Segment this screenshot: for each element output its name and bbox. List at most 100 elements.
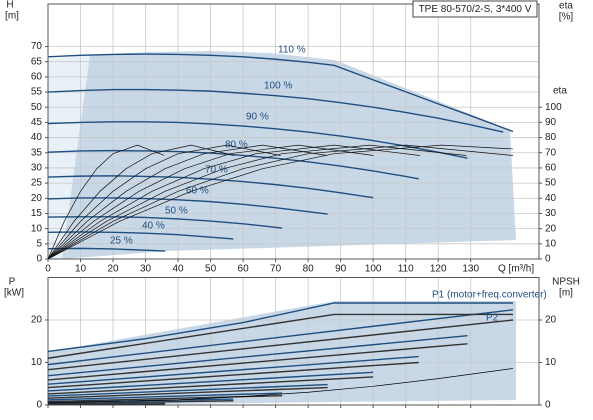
series-line [48, 368, 514, 404]
x-tick-label: 40 [173, 264, 185, 275]
y-tick-label: 35 [31, 147, 43, 158]
series-line [48, 309, 514, 366]
series-line [48, 175, 374, 199]
plot-frame [47, 3, 540, 260]
y-tick-label: 45 [31, 117, 43, 128]
head-chart: 0 10 20 30 40 50 60 70 80 90 100 110 120 130051015202… [31, 3, 562, 275]
curve-label: 50 % [165, 206, 188, 217]
y2-tick-label: 10 [545, 238, 557, 249]
y2-axis-label: NPSH [552, 277, 580, 288]
y2-tick-label: 60 [545, 163, 557, 174]
x-tick-label: 20 [107, 264, 119, 275]
series-line [48, 144, 235, 259]
y-tick-label: 70 [31, 41, 43, 52]
series-line [48, 313, 513, 359]
x-axis-label: Q [m³/h] [498, 264, 534, 275]
y-tick-label: 60 [31, 71, 43, 82]
x-tick-label: 130 [462, 264, 479, 275]
series-line [48, 197, 328, 215]
y-tick-label: 0 [36, 254, 42, 265]
y2-axis-label: eta [553, 86, 567, 97]
y-tick-label: 15 [31, 208, 43, 219]
curve-label: 70 % [205, 165, 228, 176]
y-axis-unit: [m] [5, 11, 19, 22]
y-tick-label: 10 [31, 223, 43, 234]
title-box [412, 0, 538, 18]
y-tick-label: 20 [31, 315, 43, 326]
curve-label: 90 % [246, 112, 269, 123]
series-line [48, 403, 166, 405]
y-tick-label: 20 [31, 193, 43, 204]
y2-tick-label: 80 [545, 132, 557, 143]
curve-label: 25 % [110, 236, 133, 247]
series-line [48, 53, 514, 133]
y2-axis-unit: [%] [559, 12, 574, 23]
y-tick-label: 5 [36, 238, 42, 249]
y-axis-label: H [6, 0, 13, 11]
series-line [48, 376, 374, 395]
y2-tick-label: 20 [545, 315, 557, 326]
y-axis-label: P [9, 277, 16, 288]
series-line [48, 144, 165, 259]
y2-tick-label: 10 [545, 357, 557, 368]
y-tick-label: 65 [31, 56, 43, 67]
y-tick-label: 10 [31, 357, 43, 368]
y2-tick-label: 40 [545, 193, 557, 204]
curve-label: 80 % [225, 140, 248, 151]
curve-label: 100 % [264, 81, 292, 92]
annotation: P2 [486, 313, 499, 324]
y2-tick-label: 0 [545, 254, 551, 265]
x-tick-label: 90 [335, 264, 347, 275]
y-tick-label: 55 [31, 87, 43, 98]
x-tick-label: 60 [238, 264, 250, 275]
curve-label: 40 % [142, 221, 165, 232]
operating-range-area [62, 51, 516, 259]
series-line [48, 149, 419, 180]
y2-tick-label: 0 [545, 400, 551, 411]
y2-tick-label: 100 [545, 102, 562, 113]
series-line [48, 383, 328, 397]
plot-frame [47, 277, 540, 406]
series-line [48, 371, 374, 392]
x-tick-label: 70 [270, 264, 282, 275]
series-line [48, 144, 421, 259]
x-tick-label: 110 [398, 264, 414, 275]
y2-tick-label: 20 [545, 223, 557, 234]
y-tick-label: 50 [31, 102, 43, 113]
y2-tick-label: 50 [545, 178, 557, 189]
series-line [48, 144, 514, 259]
y2-tick-label: 90 [545, 117, 557, 128]
series-line [48, 88, 504, 133]
series-line [48, 144, 467, 259]
series-line [48, 319, 514, 371]
x-tick-label: 10 [75, 264, 87, 275]
x-tick-label: 100 [365, 264, 382, 275]
power-chart: 0 10 20 0 10 20 [31, 277, 557, 411]
series-line [48, 144, 514, 259]
light-range-area [48, 55, 90, 259]
series-line [48, 121, 468, 159]
series-line [48, 392, 283, 401]
x-tick-label: 0 [45, 264, 51, 275]
y-tick-label: 25 [31, 178, 43, 189]
series-line [48, 144, 281, 259]
y2-axis-unit: [m] [559, 288, 573, 299]
y2-tick-label: 70 [545, 147, 557, 158]
series-line [48, 386, 328, 399]
series-line [48, 144, 374, 259]
series-line [48, 335, 468, 377]
annotation: P1 (motor+freq.converter) [432, 290, 547, 301]
series-line [48, 144, 328, 259]
series-line [48, 343, 468, 381]
x-tick-label: 120 [430, 264, 447, 275]
curve-label: 110 % [278, 45, 306, 56]
y-tick-label: 0 [36, 400, 42, 411]
series-line [48, 247, 166, 252]
x-tick-label: 50 [205, 264, 217, 275]
series-line [48, 302, 513, 353]
series-line [48, 400, 234, 405]
y-axis-unit: [kW] [4, 288, 24, 299]
y-tick-label: 30 [31, 163, 43, 174]
